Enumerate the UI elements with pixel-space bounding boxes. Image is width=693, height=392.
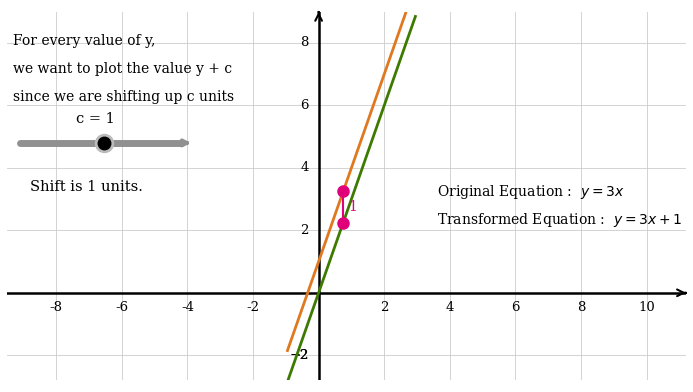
Text: 10: 10 [638,301,655,314]
Text: -2: -2 [247,301,259,314]
Text: Transformed Equation :  $y = 3x + 1$: Transformed Equation : $y = 3x + 1$ [437,211,682,229]
Text: For every value of y,: For every value of y, [13,34,156,47]
Text: Shift is 1 units.: Shift is 1 units. [30,180,143,194]
Text: 2: 2 [380,301,388,314]
Text: 6: 6 [300,99,309,112]
Text: -2: -2 [296,349,309,362]
Text: 6: 6 [511,301,520,314]
Text: -4: -4 [181,301,194,314]
Text: since we are shifting up c units: since we are shifting up c units [13,90,235,104]
Text: −2: −2 [289,349,309,362]
Text: 1: 1 [348,200,357,214]
Text: we want to plot the value y + c: we want to plot the value y + c [13,62,233,76]
Text: 4: 4 [446,301,454,314]
Text: 4: 4 [300,162,309,174]
Text: -8: -8 [50,301,62,314]
Text: 2: 2 [300,224,309,237]
Text: 8: 8 [577,301,586,314]
Text: -6: -6 [115,301,128,314]
Text: c = 1: c = 1 [76,112,114,126]
Text: 8: 8 [300,36,309,49]
Text: Original Equation :  $y = 3x$: Original Equation : $y = 3x$ [437,183,624,201]
